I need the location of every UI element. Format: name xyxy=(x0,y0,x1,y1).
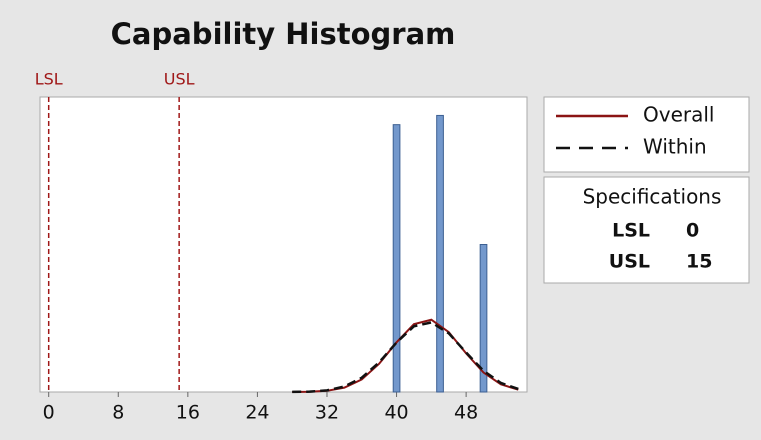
bar xyxy=(479,244,488,393)
bar xyxy=(392,124,401,393)
curve xyxy=(292,321,519,394)
specifications-title: Specifications xyxy=(583,185,722,209)
x-tick-label: 32 xyxy=(315,402,339,424)
spec-row-label: LSL xyxy=(612,220,650,242)
x-tick-label: 0 xyxy=(43,402,55,424)
spec-label: LSL xyxy=(35,70,63,89)
legend xyxy=(543,96,750,173)
spec-row-value: 15 xyxy=(686,251,712,273)
x-tick-label: 24 xyxy=(245,402,269,424)
x-tick-label: 48 xyxy=(454,402,478,424)
legend-label: Within xyxy=(643,135,707,159)
x-tick-label: 40 xyxy=(384,402,408,424)
x-tick-label: 16 xyxy=(176,402,200,424)
spec-row-label: USL xyxy=(609,251,650,273)
legend-label: Overall xyxy=(643,103,714,127)
bar xyxy=(436,114,444,393)
spec-label: USL xyxy=(164,70,195,89)
spec-row-value: 0 xyxy=(686,220,699,242)
specifications-box xyxy=(543,176,750,284)
chart-title: Capability Histogram xyxy=(111,17,456,51)
plot-area xyxy=(39,96,528,393)
x-tick-label: 8 xyxy=(112,402,124,424)
